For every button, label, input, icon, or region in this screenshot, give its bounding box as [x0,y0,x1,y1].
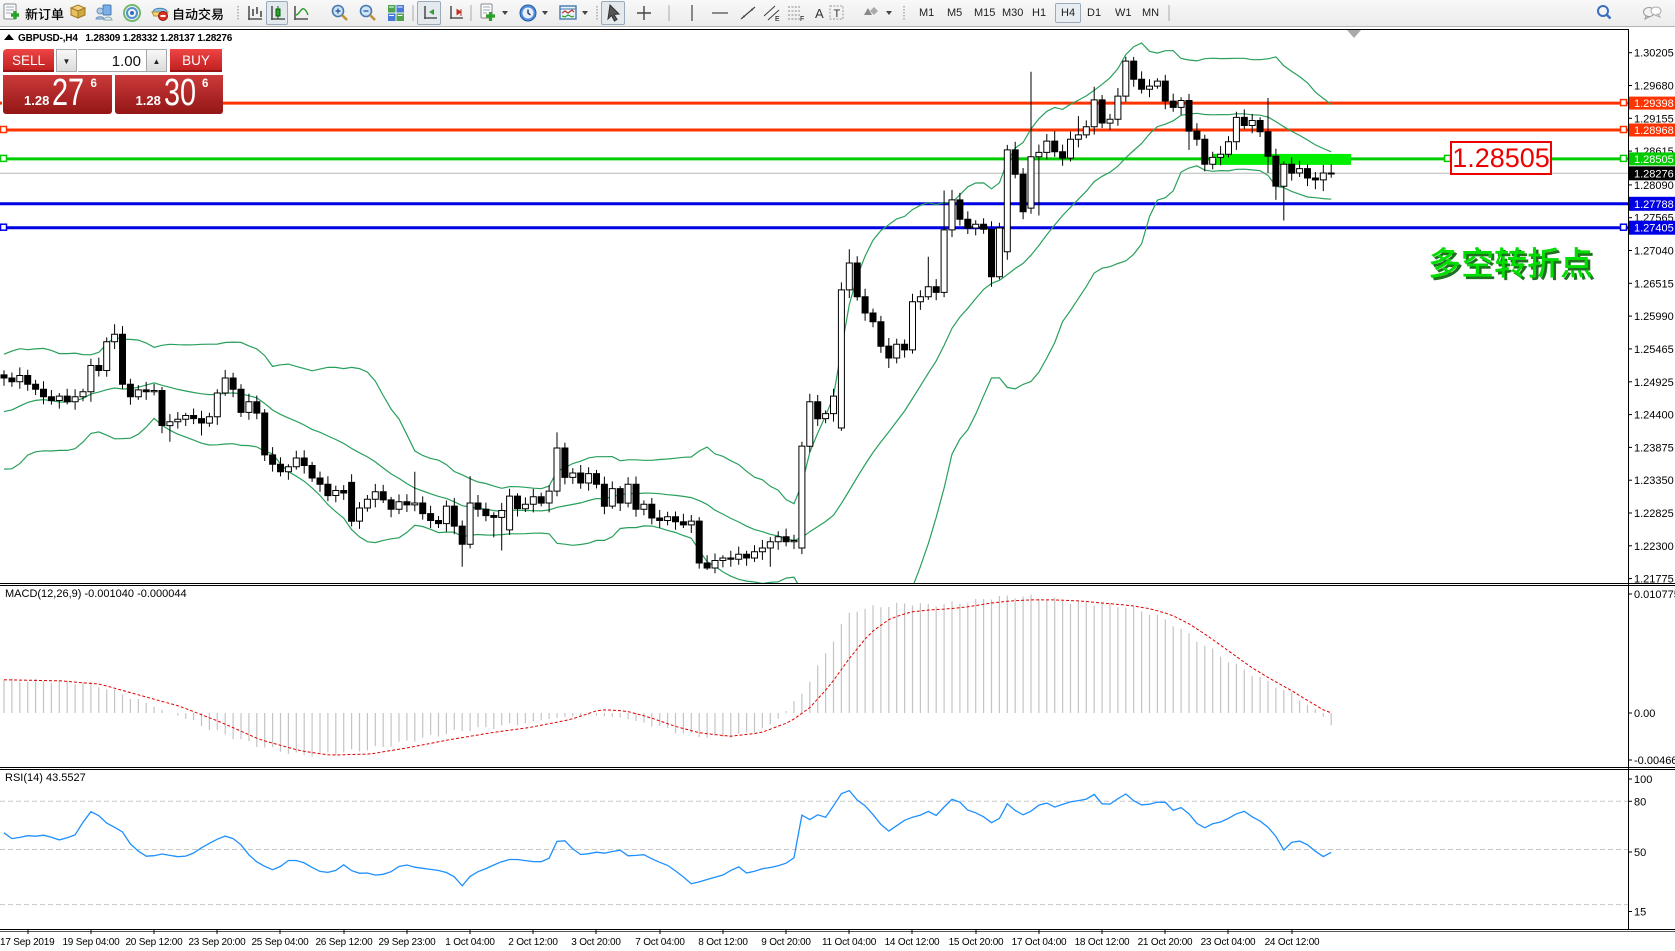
svg-text:14 Oct 12:00: 14 Oct 12:00 [885,937,940,948]
svg-text:19 Sep 04:00: 19 Sep 04:00 [62,937,120,948]
svg-text:A: A [815,6,824,21]
svg-text:1.27788: 1.27788 [1634,199,1674,211]
svg-text:1.23875: 1.23875 [1634,442,1674,454]
svg-text:1.28968: 1.28968 [1634,125,1674,137]
svg-text:3 Oct 20:00: 3 Oct 20:00 [571,937,621,948]
svg-text:20 Sep 12:00: 20 Sep 12:00 [125,937,183,948]
svg-text:1.28505: 1.28505 [1634,154,1674,166]
svg-text:E: E [775,16,780,23]
svg-text:1.29398: 1.29398 [1634,98,1674,110]
svg-text:1.28505: 1.28505 [1452,143,1550,173]
svg-text:29 Sep 23:00: 29 Sep 23:00 [378,937,436,948]
svg-text:T: T [834,8,841,20]
svg-text:0.00: 0.00 [1634,708,1655,720]
svg-text:17 Sep 2019: 17 Sep 2019 [0,937,55,948]
svg-text:26 Sep 12:00: 26 Sep 12:00 [315,937,373,948]
svg-text:18 Oct 12:00: 18 Oct 12:00 [1075,937,1130,948]
svg-text:1.23350: 1.23350 [1634,475,1674,487]
svg-text:1.26515: 1.26515 [1634,278,1674,290]
svg-text:25 Sep 04:00: 25 Sep 04:00 [251,937,309,948]
svg-text:50: 50 [1634,847,1646,859]
svg-text:7 Oct 04:00: 7 Oct 04:00 [635,937,685,948]
svg-text:9 Oct 20:00: 9 Oct 20:00 [761,937,811,948]
svg-text:0.010775: 0.010775 [1634,589,1675,601]
svg-text:1.24925: 1.24925 [1634,377,1674,389]
svg-text:1.27040: 1.27040 [1634,246,1674,258]
svg-text:GBPUSD-,H4 1.28309 1.28332 1: GBPUSD-,H4 1.28309 1.28332 1.28137 1.282… [18,33,233,44]
svg-text:17 Oct 04:00: 17 Oct 04:00 [1012,937,1067,948]
svg-text:1.29155: 1.29155 [1634,113,1674,125]
svg-text:15: 15 [1634,907,1646,919]
svg-text:2 Oct 12:00: 2 Oct 12:00 [508,937,558,948]
svg-text:8 Oct 12:00: 8 Oct 12:00 [698,937,748,948]
svg-text:1.24400: 1.24400 [1634,410,1674,422]
svg-text:100: 100 [1634,774,1652,786]
svg-text:23 Sep 20:00: 23 Sep 20:00 [188,937,246,948]
svg-text:1.28090: 1.28090 [1634,180,1674,192]
svg-text:1.30205: 1.30205 [1634,48,1674,60]
svg-text:11 Oct 04:00: 11 Oct 04:00 [822,937,877,948]
svg-text:1.27405: 1.27405 [1634,223,1674,235]
svg-text:21 Oct 20:00: 21 Oct 20:00 [1138,937,1193,948]
svg-text:1.28276: 1.28276 [1634,168,1674,180]
svg-text:1.25465: 1.25465 [1634,344,1674,356]
svg-text:MACD(12,26,9) -0.001040 -0.000: MACD(12,26,9) -0.001040 -0.000044 [5,588,187,600]
svg-text:1.22825: 1.22825 [1634,508,1674,520]
svg-text:15 Oct 20:00: 15 Oct 20:00 [949,937,1004,948]
svg-text:1.29680: 1.29680 [1634,81,1674,93]
svg-text:80: 80 [1634,796,1646,808]
svg-text:RSI(14) 43.5527: RSI(14) 43.5527 [5,772,86,784]
svg-text:1.22300: 1.22300 [1634,541,1674,553]
svg-text:1.25990: 1.25990 [1634,311,1674,323]
svg-text:24 Oct 12:00: 24 Oct 12:00 [1265,937,1320,948]
svg-text:23 Oct 04:00: 23 Oct 04:00 [1201,937,1256,948]
svg-text:1.21775: 1.21775 [1634,574,1674,586]
svg-text:1 Oct 04:00: 1 Oct 04:00 [445,937,495,948]
svg-text:F: F [800,16,804,23]
svg-text:-0.004668: -0.004668 [1634,755,1675,767]
